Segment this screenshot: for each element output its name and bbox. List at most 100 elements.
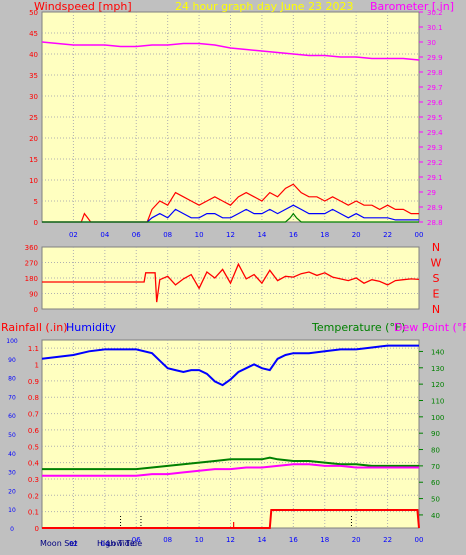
windspeed-tick-label: 45 [29, 30, 38, 38]
temperature-tick-label: 110 [431, 397, 444, 405]
rain-tick-label: 0.9 [28, 378, 39, 386]
windspeed-tick-label: 0 [34, 219, 38, 227]
windspeed-tick-label: 40 [29, 51, 38, 59]
humidity-tick-label: 20 [8, 488, 16, 495]
hour-tick-label: 18 [320, 536, 329, 544]
barometer-tick-label: 29.4 [427, 129, 443, 137]
temperature-axis-title: Temperature (°F) [311, 321, 406, 334]
wind_gust-line [42, 183, 419, 223]
climate-grid [42, 340, 419, 528]
direction-tick-label: 360 [25, 244, 38, 252]
hour-tick-label: 10 [195, 231, 204, 239]
climate-axis-ticks: 0 0.1 0.2 0.3 0.4 0.5 0.6 0.7 0.8 0.9 1 1.1 0 10 20 30 4… [6, 338, 444, 548]
windspeed-axis-title: Windspeed [mph] [34, 0, 132, 13]
hour-tick-label: 00 [415, 231, 424, 239]
windspeed-tick-label: 30 [29, 93, 38, 101]
rainfall-axis-title: Rainfall (.in) [1, 321, 68, 334]
temperature-line [42, 456, 419, 471]
temperature-tick-label: 40 [431, 512, 440, 520]
hour-tick-label: 04 [100, 540, 109, 548]
barometer-tick-label: 29.8 [427, 69, 443, 77]
hour-tick-label: 20 [352, 536, 361, 544]
humidity-line [41, 344, 419, 387]
hour-tick-label: 12 [226, 231, 235, 239]
humidity-tick-label: 80 [8, 376, 16, 383]
moon-set-label: Moon Set [40, 539, 77, 548]
barometer-tick-label: 29.6 [427, 99, 443, 107]
tide-markers [120, 516, 352, 528]
compass-label: E [433, 288, 440, 301]
barometer-tick-label: 30.2 [427, 9, 443, 17]
barometer-line [41, 41, 420, 61]
hour-tick-label: 18 [320, 231, 329, 239]
wind_green-line [42, 212, 419, 223]
rain-tick-label: 0.5 [28, 443, 39, 451]
humidity-tick-label: 50 [8, 432, 16, 439]
temperature-tick-label: 70 [431, 463, 440, 471]
wind-grid [42, 12, 419, 222]
windspeed-tick-label: 20 [29, 135, 38, 143]
barometer-tick-label: 29.7 [427, 84, 443, 92]
barometer-tick-label: 29.3 [427, 144, 443, 152]
wind_dir-line [42, 262, 420, 303]
graph-title: 24 hour graph day June 23 2023 [175, 0, 354, 13]
windspeed-tick-label: 10 [29, 177, 38, 185]
hour-tick-label: 04 [100, 231, 109, 239]
dew_point-line [42, 463, 419, 477]
hour-tick-label: 16 [289, 536, 298, 544]
hour-tick-label: 22 [383, 536, 392, 544]
barometer-tick-label: 29 [427, 189, 436, 197]
temperature-tick-label: 130 [431, 365, 444, 373]
barometer-tick-label: 29.9 [427, 54, 443, 62]
compass-label: N [432, 241, 440, 254]
rain-tick-label: 0.7 [28, 411, 39, 419]
rain-tick-label: 0.2 [28, 492, 39, 500]
humidity-axis-title: Humidity [66, 321, 116, 334]
climate-series [41, 344, 420, 529]
rain-tick-label: 0.8 [28, 394, 39, 402]
wind-axis-ticks: 0 5 10 15 20 25 30 35 40 45 50 28.8 28.9 29 29.1 29.2 29… [29, 9, 443, 239]
temperature-tick-label: 120 [431, 381, 444, 389]
compass-label: S [433, 272, 440, 285]
direction-series [42, 262, 420, 303]
direction-tick-label: 0 [34, 306, 38, 314]
rain-tick-label: 1.1 [28, 345, 39, 353]
direction-tick-label: 270 [25, 260, 38, 268]
rain-tick-label: 0 [35, 525, 39, 533]
hour-tick-label: 02 [69, 540, 78, 548]
compass-label: W [431, 257, 442, 270]
high-tide-label: High Tide [97, 539, 135, 548]
humidity-tick-label: 60 [8, 413, 16, 420]
hour-tick-label: 06 [132, 536, 141, 544]
compass-label: N [432, 303, 440, 316]
hour-tick-label: 14 [257, 536, 266, 544]
windspeed-tick-label: 15 [29, 156, 38, 164]
humidity-tick-label: 70 [8, 394, 16, 401]
rain-tick-label: 0.1 [28, 509, 39, 517]
rainfall-line [42, 509, 420, 529]
humidity-tick-label: 100 [6, 338, 18, 345]
direction-tick-label: 90 [29, 291, 38, 299]
humidity-tick-label: 0 [10, 526, 14, 533]
hour-tick-label: 12 [226, 536, 235, 544]
barometer-tick-label: 29.2 [427, 159, 443, 167]
windspeed-tick-label: 35 [29, 72, 38, 80]
rain-tick-label: 0.3 [28, 476, 39, 484]
dewpoint-axis-title: Dew Point (°F) [394, 321, 466, 334]
barometer-tick-label: 30.1 [427, 24, 443, 32]
temperature-tick-label: 50 [431, 496, 440, 504]
barometer-tick-label: 28.8 [427, 219, 443, 227]
barometer-tick-label: 29.5 [427, 114, 443, 122]
temperature-tick-label: 80 [431, 447, 440, 455]
wind_avg-line [42, 204, 419, 223]
humidity-tick-label: 90 [8, 357, 16, 364]
temperature-tick-label: 140 [431, 348, 444, 356]
rain-tick-label: 0.6 [28, 427, 40, 435]
humidity-tick-label: 40 [8, 451, 16, 458]
humidity-tick-label: 30 [8, 470, 16, 477]
barometer-axis-title: Barometer [.in] [370, 0, 454, 13]
hour-tick-label: 00 [415, 536, 424, 544]
hour-tick-label: 08 [163, 536, 172, 544]
rain-tick-label: 0.4 [28, 460, 40, 468]
